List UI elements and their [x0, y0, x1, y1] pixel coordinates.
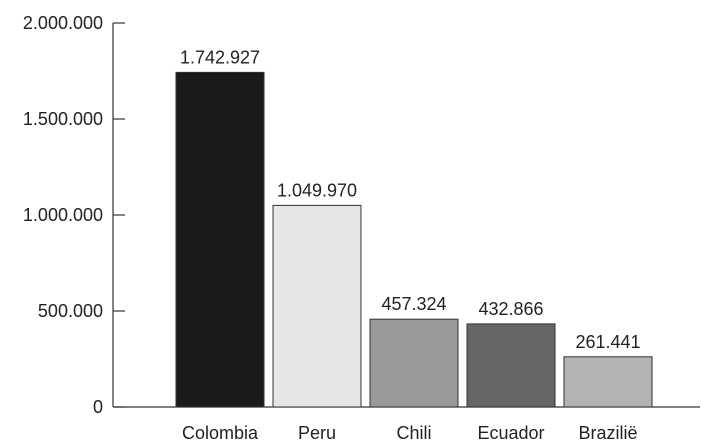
y-tick-label: 1.000.000: [23, 205, 103, 225]
x-tick-label: Brazilië: [578, 423, 637, 443]
bar-ecuador: [466, 323, 556, 408]
data-label: 432.866: [478, 299, 543, 319]
category-labels-group: Colombia Peru Chili Ecuador Brazilië: [182, 423, 638, 443]
data-label: 1.742.927: [180, 47, 260, 67]
x-tick-label: Colombia: [182, 423, 259, 443]
y-axis: 0 500.000 1.000.000 1.500.000 2.000.000: [23, 13, 700, 417]
y-tick-label: 1.500.000: [23, 109, 103, 129]
bar-colombia: [175, 71, 265, 408]
data-label: 261.441: [575, 332, 640, 352]
bars-group: [175, 71, 653, 408]
bar-peru: [272, 204, 362, 408]
bar-brazilië: [563, 356, 653, 408]
y-tick-label: 500.000: [38, 301, 103, 321]
value-labels-group: 1.742.927 1.049.970 457.324 432.866 261.441: [180, 47, 641, 351]
y-tick-label: 0: [93, 397, 103, 417]
data-label: 1.049.970: [277, 180, 357, 200]
bar-chili: [369, 318, 459, 408]
y-tick-label: 2.000.000: [23, 13, 103, 33]
x-tick-label: Peru: [298, 423, 336, 443]
x-tick-label: Ecuador: [477, 423, 544, 443]
data-label: 457.324: [381, 294, 446, 314]
x-tick-label: Chili: [396, 423, 431, 443]
